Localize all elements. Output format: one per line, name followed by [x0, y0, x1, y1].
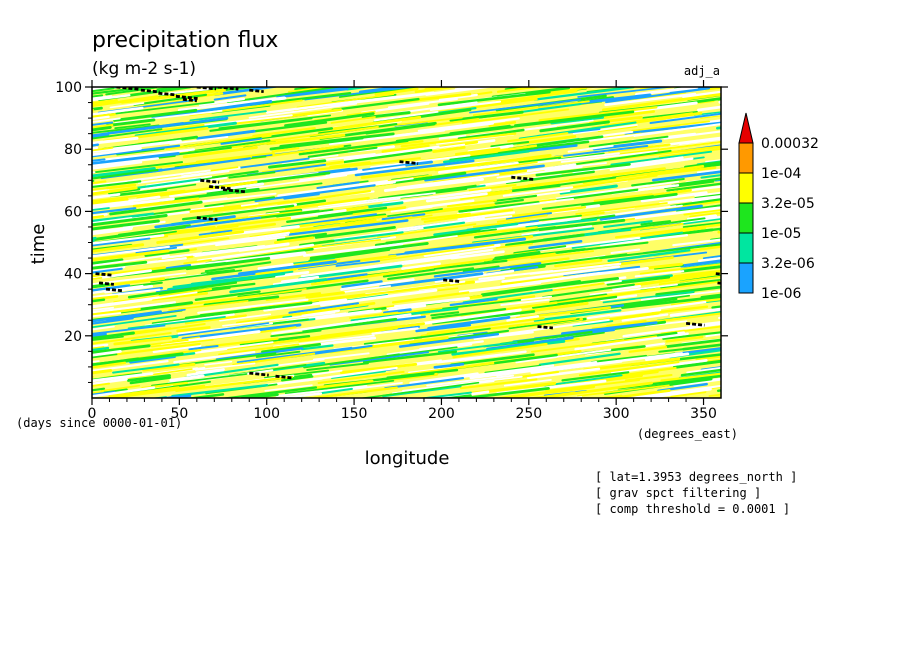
x-tick-label: 250	[515, 406, 542, 422]
y-tick-label: 60	[64, 204, 82, 220]
chart-units: (kg m-2 s-1)	[92, 59, 196, 79]
x-tick-label: 100	[253, 406, 280, 422]
x-tick-label: 350	[690, 406, 717, 422]
colorbar-label: 3.2e-06	[761, 256, 815, 272]
x-tick-label: 0	[88, 406, 97, 422]
colorbar-swatch	[738, 202, 754, 234]
y-axis: 20 40 60 80 100	[55, 80, 728, 383]
colorbar-swatch	[738, 232, 754, 264]
x-tick-label: 150	[341, 406, 368, 422]
x-axis-units: (degrees_east)	[637, 427, 738, 441]
x-tick-label: 300	[603, 406, 630, 422]
y-tick-label: 100	[55, 80, 82, 96]
colorbar-swatch	[738, 172, 754, 204]
x-tick-label: 200	[428, 406, 455, 422]
x-axis: 0 50 100 150 200 250 300 350	[88, 80, 717, 422]
y-axis-units: (days since 0000-01-01)	[16, 416, 182, 430]
note-filtering: [ grav spct filtering ]	[595, 486, 761, 500]
chart-run-label: adj_a	[684, 64, 720, 78]
colorbar-label: 3.2e-05	[761, 196, 815, 212]
y-tick-label: 80	[64, 142, 82, 158]
field-streaks	[92, 87, 721, 398]
colorbar-label: 0.00032	[761, 136, 819, 152]
field-layer	[92, 87, 721, 398]
chart-title: precipitation flux	[92, 28, 278, 53]
note-latitude: [ lat=1.3953 degrees_north ]	[595, 470, 797, 484]
y-tick-label: 40	[64, 267, 82, 283]
colorbar-extend-arrow	[738, 112, 754, 144]
y-tick-label: 20	[64, 329, 82, 345]
note-threshold: [ comp threshold = 0.0001 ]	[595, 502, 790, 516]
colorbar-label: 1e-06	[761, 286, 801, 302]
colorbar-swatch	[738, 142, 754, 174]
colorbar-label: 1e-05	[761, 226, 801, 242]
x-tick-label: 50	[170, 406, 188, 422]
y-axis-label: time	[28, 224, 49, 265]
colorbar-label: 1e-04	[761, 166, 801, 182]
colorbar-swatch	[738, 262, 754, 294]
colorbar: 1e-06 3.2e-06 1e-05 3.2e-05 1e-04 0.00032	[738, 112, 819, 302]
x-axis-label: longitude	[365, 448, 450, 469]
